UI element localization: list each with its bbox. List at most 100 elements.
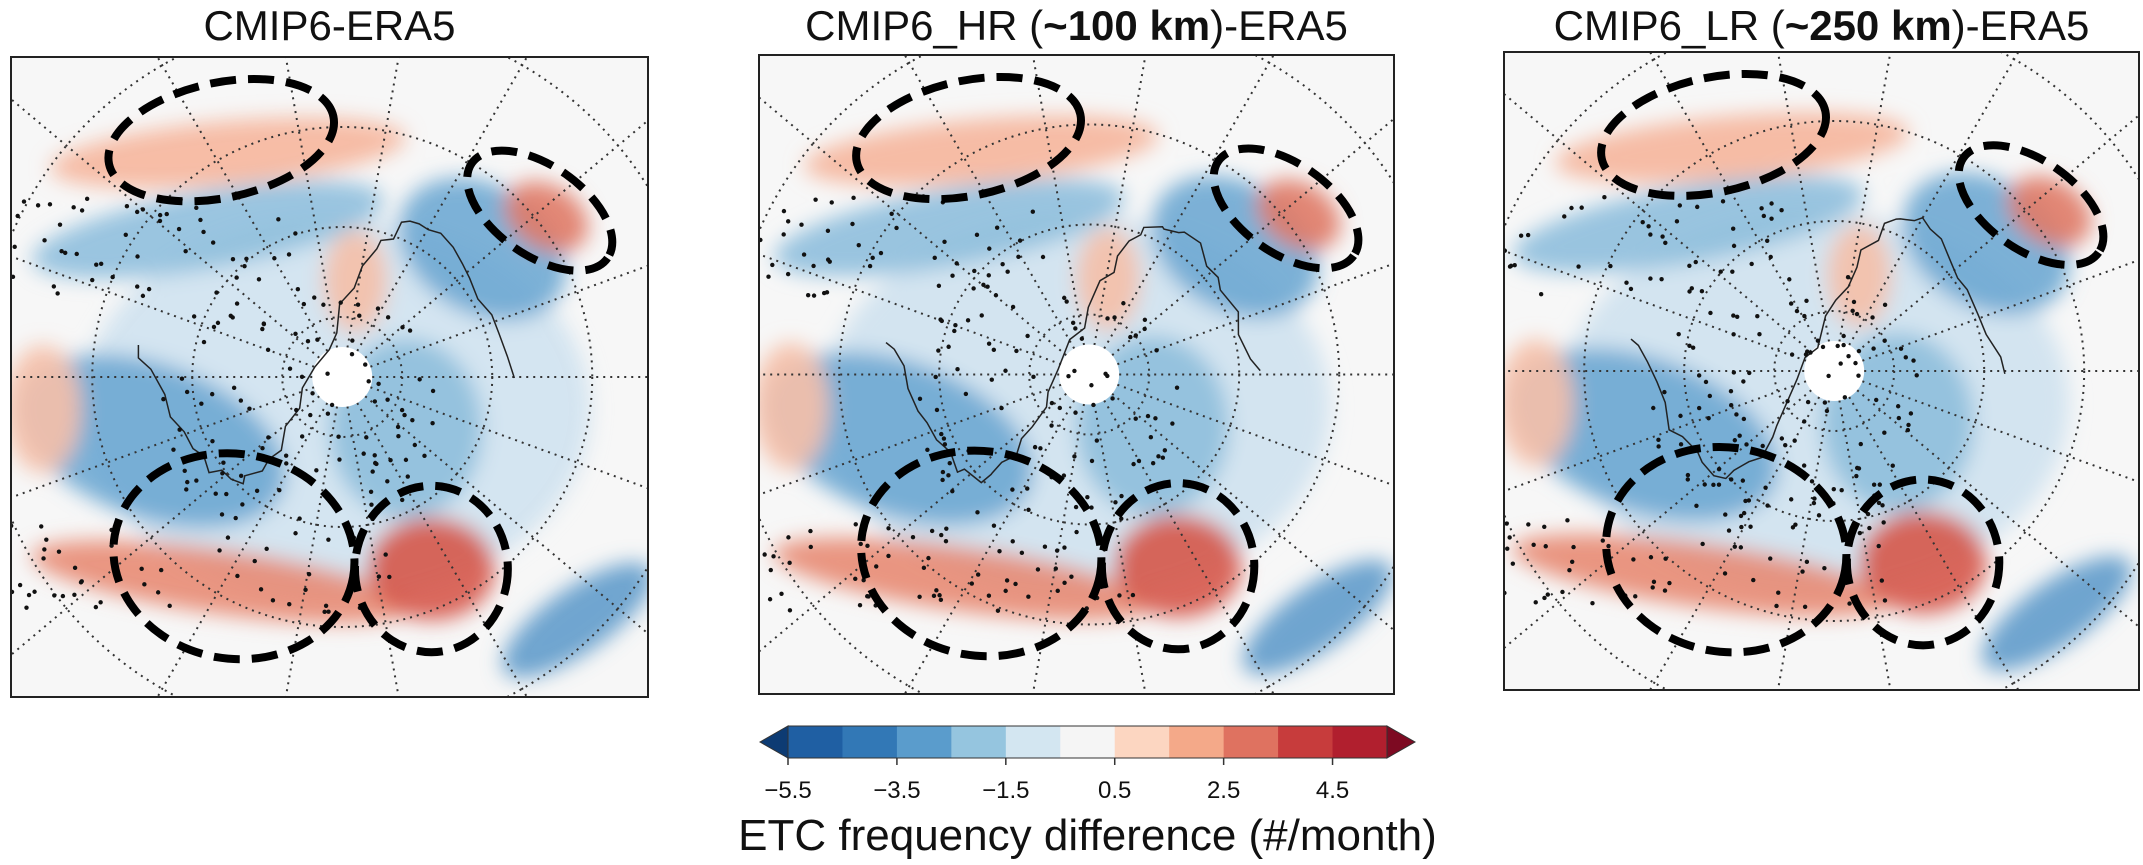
stipple-dot xyxy=(56,549,62,554)
stipple-dot xyxy=(176,226,182,232)
stipple-dot xyxy=(1542,524,1547,529)
stipple-dot xyxy=(1042,544,1048,549)
stipple-dot xyxy=(1730,226,1736,231)
stipple-dot xyxy=(1162,448,1168,453)
stipple-dot xyxy=(1545,592,1550,597)
meridian xyxy=(1117,262,1394,366)
stipple-dot xyxy=(1678,413,1683,419)
stipple-dot xyxy=(221,460,226,465)
stipple-dot xyxy=(1030,209,1036,214)
stipple-dot xyxy=(211,324,217,330)
stipple-dot xyxy=(98,600,103,605)
stipple-dot xyxy=(1119,516,1124,521)
stipple-dot xyxy=(1722,571,1728,576)
stipple-dot xyxy=(407,328,413,333)
stipple-dot xyxy=(1010,539,1015,544)
stipple-dot xyxy=(874,564,879,569)
stipple-dot xyxy=(322,609,327,615)
stipple-dot xyxy=(63,250,68,256)
stipple-dot xyxy=(894,225,899,231)
stipple-dot xyxy=(1662,389,1667,395)
stipple-dot xyxy=(952,328,957,334)
meridian xyxy=(1856,389,2139,629)
stipple-dot xyxy=(110,274,115,280)
stipple-dot xyxy=(1765,503,1770,508)
stipple-dot xyxy=(183,248,188,254)
colorbar-tick-label: 0.5 xyxy=(1098,777,1131,804)
stipple-dot xyxy=(1731,370,1737,375)
stipple-dot xyxy=(422,453,427,459)
anomaly-region xyxy=(502,562,648,678)
stipple-dot xyxy=(870,255,875,261)
stipple-dot xyxy=(321,302,326,307)
stipple-dot xyxy=(171,447,176,452)
stipple-dot xyxy=(1148,435,1154,440)
stipple-dot xyxy=(1533,600,1538,605)
stipple-dot xyxy=(402,412,407,418)
stipple-dot xyxy=(1788,301,1794,306)
stipple-dot xyxy=(1014,348,1019,354)
stipple-dot xyxy=(1590,600,1595,606)
stipple-dot xyxy=(42,547,47,552)
stipple-dot xyxy=(944,526,949,531)
colorbar-frame xyxy=(787,725,1388,759)
latitude-circle xyxy=(1583,120,2086,622)
stipple-dot xyxy=(1890,463,1895,468)
meridian xyxy=(1838,400,1892,690)
stipple-dot xyxy=(1903,355,1908,360)
stipple-dot xyxy=(55,291,60,296)
stipple-dot xyxy=(295,286,301,292)
stipple-dot xyxy=(1600,538,1605,543)
stipple-dot xyxy=(1062,295,1067,301)
map-frame xyxy=(1503,51,2140,691)
stipple-dot xyxy=(1914,373,1919,378)
title-part: CMIP6-ERA5 xyxy=(203,2,455,49)
stipple-dot xyxy=(1145,413,1151,419)
colorbar-bin xyxy=(951,726,1007,758)
stipple-dot xyxy=(950,273,955,278)
stipple-dot xyxy=(1802,604,1808,610)
stipple-dot xyxy=(931,593,937,599)
anomaly-region xyxy=(1114,515,1242,618)
stipple-dot xyxy=(1882,338,1887,343)
stipple-dot xyxy=(233,515,238,521)
stipple-dot xyxy=(376,381,381,387)
meridian xyxy=(1103,399,1275,694)
stipple-dot xyxy=(400,497,405,503)
title-part: )-ERA5 xyxy=(1952,2,2090,49)
stipple-dot xyxy=(989,377,994,382)
stipple-dot xyxy=(1525,232,1531,238)
stipple-dot xyxy=(1831,486,1836,492)
stipple-dot xyxy=(230,257,236,262)
stipple-dot xyxy=(301,301,307,307)
stipple-dot xyxy=(1538,292,1544,297)
stipple-dot xyxy=(1841,342,1846,348)
stipple-dot xyxy=(325,411,331,416)
stipple-dot xyxy=(1651,405,1656,411)
stipple-dot xyxy=(1676,331,1681,337)
map-panel xyxy=(11,57,648,697)
stipple-dot xyxy=(1689,286,1694,291)
anomaly-region xyxy=(367,517,496,621)
stipple-dot xyxy=(878,250,884,256)
meridian xyxy=(1848,396,2020,690)
stipple-dot xyxy=(388,457,393,463)
stipple-dot xyxy=(303,587,308,592)
anomaly-region xyxy=(1827,224,1891,327)
stipple-dot xyxy=(1631,557,1636,562)
stipple-dot xyxy=(865,594,870,599)
stipple-dot xyxy=(1768,556,1773,561)
stipple-dot xyxy=(1142,326,1147,332)
stipple-dot xyxy=(1696,373,1702,378)
stipple-dot xyxy=(1025,486,1030,491)
stipple-dot xyxy=(372,399,378,404)
stipple-dot xyxy=(1880,503,1885,508)
stipple-dot xyxy=(808,544,813,550)
stipple-dot xyxy=(972,268,977,274)
stipple-dot xyxy=(1112,315,1117,320)
map-frame xyxy=(10,56,649,698)
highlight-ellipse xyxy=(1842,475,2004,650)
stipple-dot xyxy=(1871,482,1877,487)
stipple-dot xyxy=(1804,298,1809,303)
stipple-dot xyxy=(1804,559,1810,565)
